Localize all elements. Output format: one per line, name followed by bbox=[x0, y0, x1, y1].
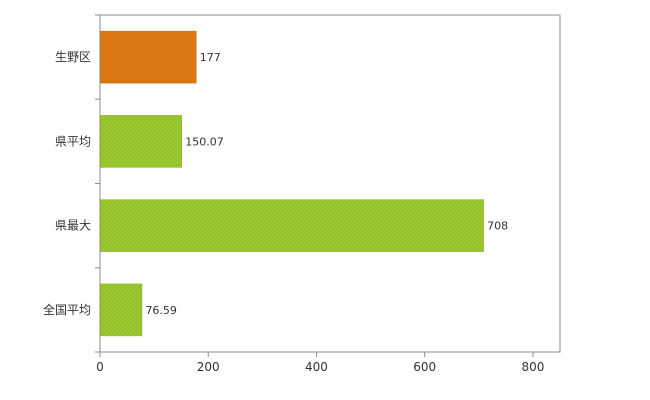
bar-0 bbox=[100, 30, 197, 84]
bar-2 bbox=[100, 199, 484, 252]
category-label: 県最大 bbox=[55, 219, 91, 233]
x-tick-label: 400 bbox=[305, 360, 328, 374]
bar-1 bbox=[100, 115, 182, 168]
value-label: 708 bbox=[487, 220, 508, 233]
x-tick-label: 600 bbox=[413, 360, 436, 374]
value-label: 76.59 bbox=[145, 304, 177, 317]
x-tick-label: 800 bbox=[521, 360, 544, 374]
value-label: 150.07 bbox=[185, 135, 224, 148]
value-label: 177 bbox=[200, 51, 221, 64]
category-label: 全国平均 bbox=[43, 302, 91, 317]
x-tick-label: 200 bbox=[197, 360, 220, 374]
x-tick-label: 0 bbox=[96, 360, 104, 374]
category-label: 生野区 bbox=[55, 50, 91, 64]
category-label: 県平均 bbox=[55, 134, 91, 148]
bar-3 bbox=[100, 283, 143, 337]
